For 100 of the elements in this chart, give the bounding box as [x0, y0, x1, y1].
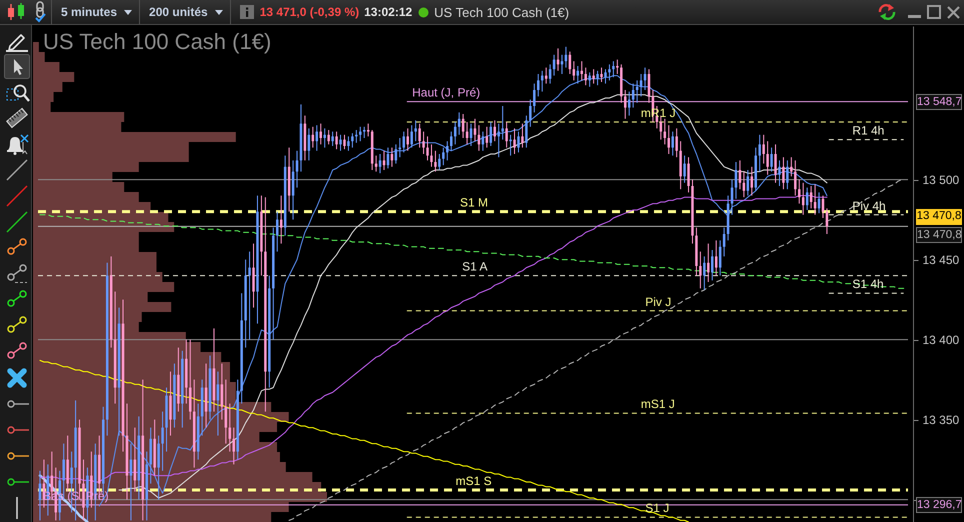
candlestick: [778, 160, 781, 186]
candlestick: [699, 251, 702, 289]
candlestick: [802, 182, 804, 216]
candlestick: [378, 154, 382, 174]
candlestick: [624, 90, 626, 120]
candlestick: [533, 83, 536, 113]
candlestick: [450, 131, 452, 152]
ref-line-label: S1 A: [462, 260, 488, 274]
candlestick: [280, 195, 282, 244]
ref-line-label: S1 J: [645, 501, 670, 516]
candlestick: [327, 130, 330, 145]
candlestick: [746, 170, 750, 196]
candlestick: [366, 123, 370, 137]
candlestick: [798, 179, 800, 204]
candlestick: [402, 131, 406, 153]
candlestick: [474, 118, 476, 142]
text: 13 548,7: [916, 94, 962, 110]
candlestick: [572, 60, 576, 81]
candlestick: [636, 80, 638, 104]
candlestick: [248, 251, 251, 340]
candlestick: [794, 160, 797, 196]
candlestick: [742, 171, 746, 198]
candlestick: [525, 115, 528, 148]
candlestick: [470, 123, 472, 146]
candlestick: [564, 46, 568, 68]
candlestick: [501, 106, 504, 140]
candlestick: [359, 126, 362, 142]
candlestick: [766, 140, 769, 176]
candlestick: [462, 114, 464, 138]
candlestick: [38, 470, 42, 521]
candlestick: [648, 68, 650, 104]
candlestick: [347, 136, 350, 152]
candlestick: [544, 67, 548, 84]
candlestick: [660, 115, 662, 140]
ref-line-label: mS1 J: [640, 397, 675, 412]
candlestick: [664, 118, 666, 145]
candlestick: [675, 128, 678, 158]
candlestick: [228, 403, 232, 452]
candlestick: [762, 134, 765, 164]
candlestick: [548, 64, 552, 84]
candlestick: [592, 68, 595, 84]
candlestick: [738, 160, 742, 190]
candlestick: [335, 131, 338, 150]
candlestick: [442, 147, 445, 166]
chart-title: US Tech 100 Cash (1€): [43, 29, 272, 54]
ref-line-label: Haut (J, Pré): [412, 86, 480, 100]
candlestick: [568, 51, 572, 74]
candlestick: [640, 74, 642, 97]
candlestick: [418, 123, 421, 148]
candlestick: [770, 147, 773, 172]
candlestick: [189, 339, 192, 420]
candlestick: [478, 124, 480, 152]
text: 200 unités: [149, 5, 208, 19]
candlestick: [505, 122, 508, 148]
candlestick: [806, 187, 808, 210]
text: 13 296,7: [916, 496, 962, 513]
candlestick: [774, 144, 777, 184]
candlestick: [513, 128, 516, 154]
candlestick: [509, 134, 512, 156]
candlestick: [82, 459, 85, 521]
candlestick: [386, 147, 390, 169]
candlestick: [355, 130, 358, 144]
candlestick: [818, 192, 820, 214]
ref-line-label: Piv J: [645, 294, 672, 309]
candlestick: [382, 150, 386, 170]
candlestick: [790, 156, 793, 177]
candlestick: [707, 243, 710, 282]
candlestick: [220, 363, 224, 420]
ref-line-label: R1 4h: [852, 124, 884, 138]
candlestick: [454, 122, 456, 145]
candlestick: [521, 123, 524, 148]
line-series: [39, 214, 907, 289]
candlestick: [822, 195, 824, 218]
candlestick: [517, 131, 520, 153]
candlestick: [486, 126, 488, 148]
candlestick: [438, 154, 441, 170]
candlestick: [66, 435, 69, 492]
candlestick: [406, 128, 409, 152]
candlestick: [446, 140, 449, 161]
candlestick: [596, 70, 599, 86]
ref-line-label: mS1 S: [456, 474, 492, 488]
text: 13 471,0 (-0,39 %): [260, 5, 360, 19]
ref-line-label: Piv 4h: [852, 198, 886, 213]
candlestick: [687, 156, 690, 193]
text: US Tech 100 Cash (1€): [434, 4, 570, 20]
candlestick: [323, 128, 326, 148]
candlestick: [374, 155, 378, 172]
y-tick-label: 13 400: [922, 333, 960, 348]
candlestick: [576, 66, 580, 84]
candlestick: [410, 124, 413, 148]
candlestick: [252, 243, 255, 308]
candlestick: [482, 131, 484, 152]
candlestick: [224, 379, 228, 444]
text: 13 470,8: [916, 209, 962, 226]
candlestick: [758, 134, 761, 172]
candlestick: [814, 184, 816, 216]
candlestick: [600, 67, 603, 82]
candlestick: [580, 60, 583, 81]
candlestick: [529, 99, 532, 128]
y-tick-label: 13 500: [922, 173, 960, 188]
